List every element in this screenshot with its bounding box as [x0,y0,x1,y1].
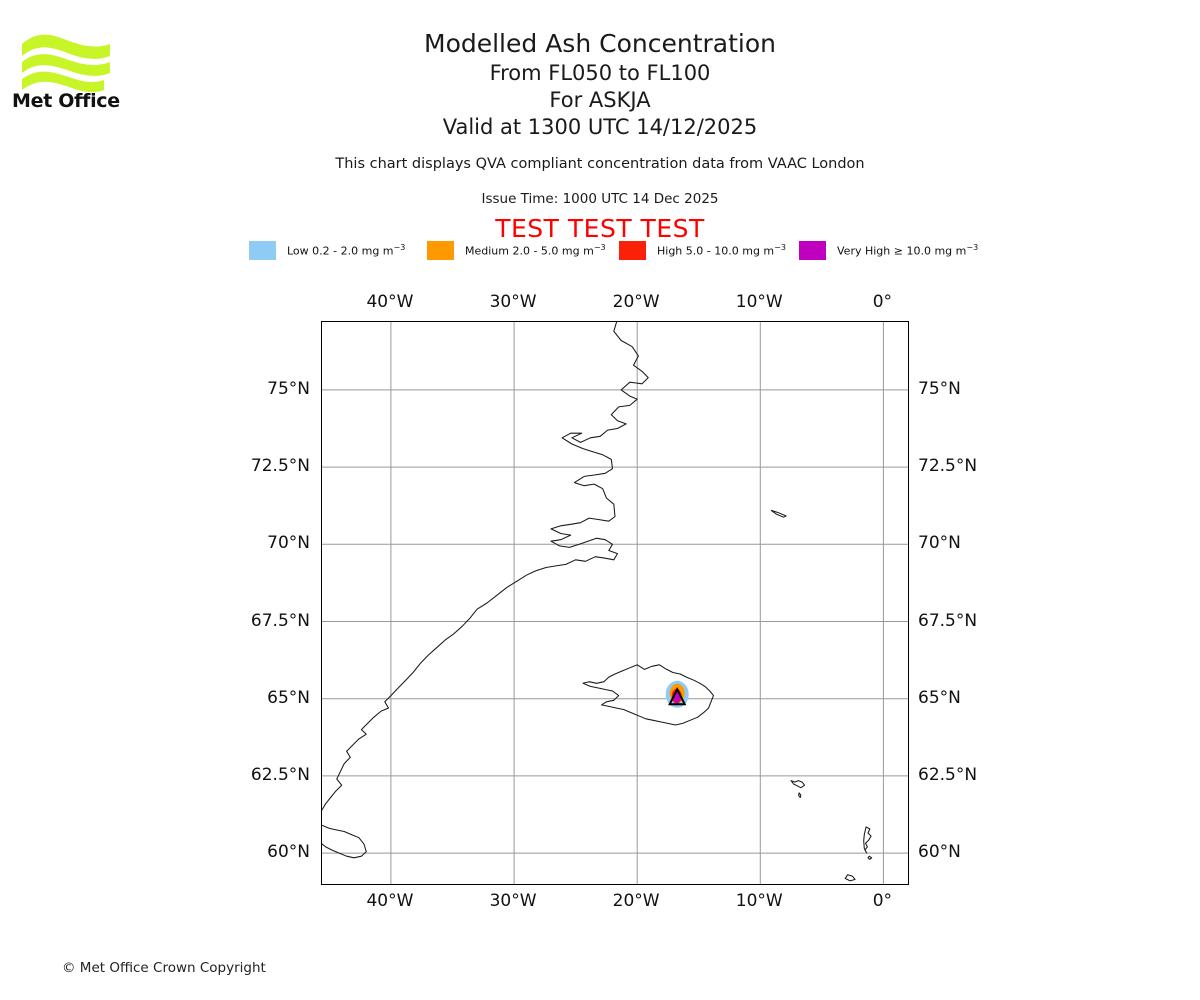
page-title: Modelled Ash Concentration [424,29,776,58]
y-tick-label-left: 72.5°N [250,456,310,477]
y-tick-label-left: 70°N [267,533,310,554]
legend-item-2: High 5.0 - 10.0 mg m−3 [619,238,786,262]
faroe-islands-coast [790,780,806,789]
orkney-coast [844,874,856,882]
x-tick-label-top: 40°W [366,292,414,312]
legend-label-1: Medium 2.0 - 5.0 mg m−3 [465,242,606,258]
legend-swatch-0 [249,240,276,260]
y-tick-label-left: 67.5°N [250,610,310,631]
ash-plume [665,680,689,708]
legend-label-0: Low 0.2 - 2.0 mg m−3 [287,242,406,258]
volcano-triangle-marker [668,687,687,706]
legend-item-1: Medium 2.0 - 5.0 mg m−3 [427,238,606,262]
faroe-islands-coast [798,792,802,799]
map-gridlines [322,322,908,884]
x-tick-label-bottom: 30°W [489,891,537,911]
shetland-coast [867,855,873,860]
y-tick-label-right: 70°N [918,533,961,554]
legend-label-3: Very High ≥ 10.0 mg m−3 [837,242,979,258]
legend-swatch-3 [799,240,826,260]
x-tick-label-bottom: 20°W [612,891,660,911]
volcano-line: For ASKJA [549,88,651,112]
y-tick-label-left: 75°N [267,378,310,399]
shetland-coast [863,826,872,854]
logo-wordmark: Met Office [12,90,120,112]
flight-level-line: From FL050 to FL100 [489,61,711,85]
x-tick-label-bottom: 40°W [366,891,414,911]
valid-time-line: Valid at 1300 UTC 14/12/2025 [442,115,758,139]
legend-label-2: High 5.0 - 10.0 mg m−3 [657,242,786,258]
map-plot [321,321,909,885]
x-tick-label-top: 30°W [489,292,537,312]
iceland-coast [582,664,715,726]
coastlines [322,322,873,882]
copyright-text: © Met Office Crown Copyright [62,960,266,976]
jan-mayen-coast [770,509,787,518]
greenland-east-coast [322,322,649,811]
concentration-legend: Low 0.2 - 2.0 mg m−3 Medium 2.0 - 5.0 mg … [0,238,1200,262]
issue-time: Issue Time: 1000 UTC 14 Dec 2025 [481,191,719,207]
y-tick-label-left: 60°N [267,842,310,863]
title-block: Modelled Ash Concentration From FL050 to… [0,28,1200,141]
x-tick-label-bottom: 10°W [735,891,783,911]
x-tick-label-top: 20°W [612,292,660,312]
y-tick-label-right: 75°N [918,378,961,399]
x-tick-label-top: 0° [872,292,893,312]
test-banner: TEST TEST TEST [495,214,705,243]
legend-swatch-1 [427,240,454,260]
y-tick-label-right: 65°N [918,687,961,708]
greenland-south-coast [322,824,367,859]
y-tick-label-right: 72.5°N [918,456,978,477]
legend-item-0: Low 0.2 - 2.0 mg m−3 [249,238,405,262]
x-tick-label-bottom: 0° [872,891,893,911]
y-tick-label-right: 60°N [918,842,961,863]
y-tick-label-left: 65°N [267,687,310,708]
y-tick-label-left: 62.5°N [250,764,310,785]
legend-item-3: Very High ≥ 10.0 mg m−3 [799,238,978,262]
map-frame [321,321,909,885]
met-office-wave-logo [12,26,132,114]
map-canvas [322,322,908,884]
x-tick-label-top: 10°W [735,292,783,312]
y-tick-label-right: 67.5°N [918,610,978,631]
y-tick-label-right: 62.5°N [918,764,978,785]
legend-swatch-2 [619,240,646,260]
qva-note: This chart displays QVA compliant concen… [335,156,865,172]
